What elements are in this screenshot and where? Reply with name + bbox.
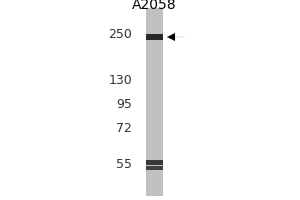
Text: 72: 72	[116, 122, 132, 136]
Text: A2058: A2058	[132, 0, 177, 12]
Bar	[146, 34, 163, 40]
Bar	[146, 160, 163, 165]
Bar	[146, 8, 163, 196]
Text: 95: 95	[116, 98, 132, 112]
Text: 130: 130	[108, 73, 132, 86]
Text: 55: 55	[116, 158, 132, 171]
Text: 250: 250	[108, 28, 132, 42]
Bar	[146, 166, 163, 170]
